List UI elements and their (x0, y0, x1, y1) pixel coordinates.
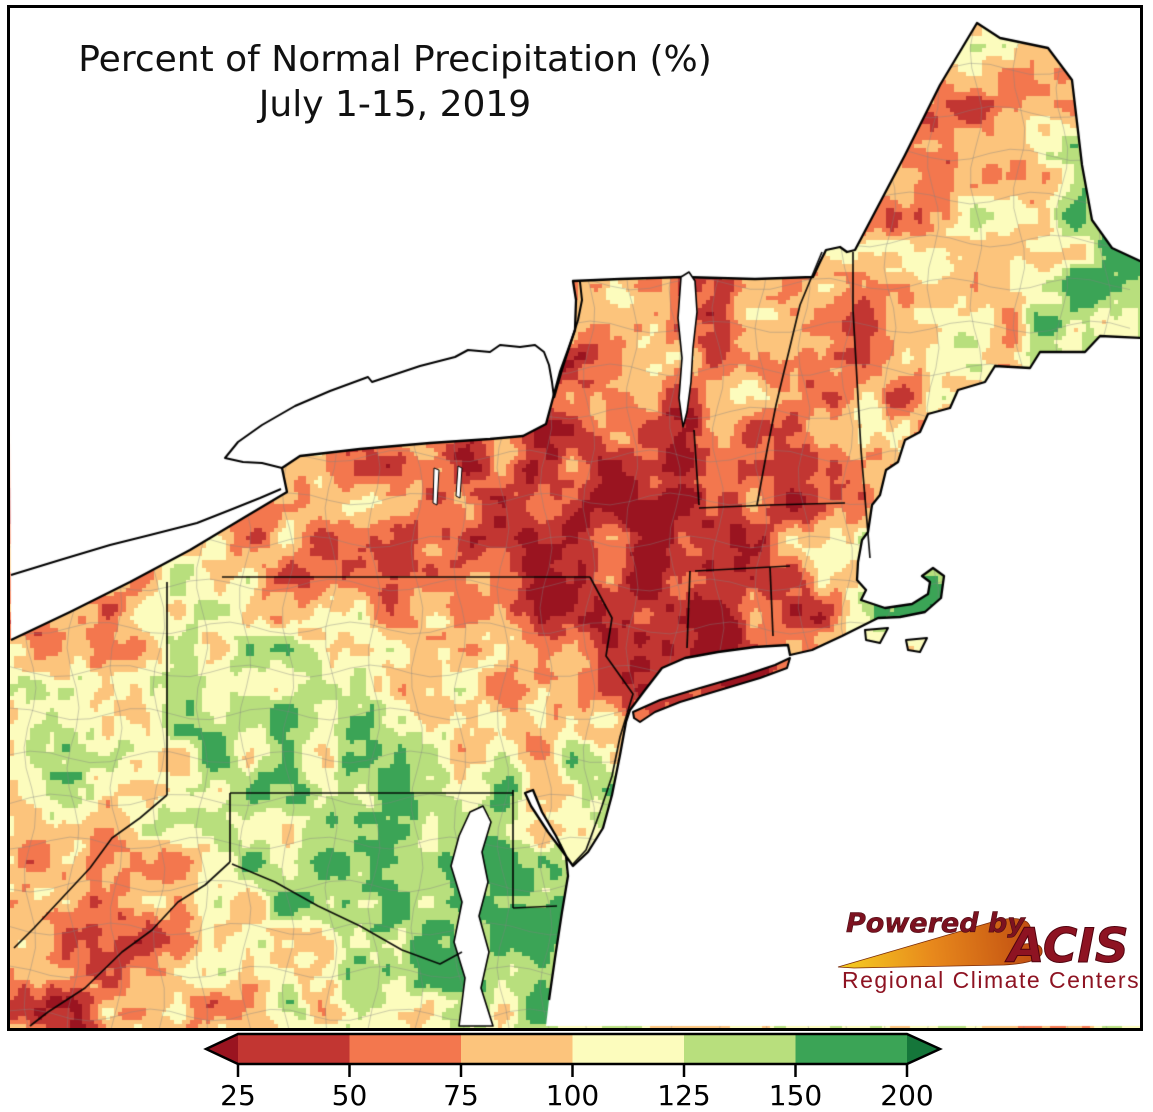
colorbar-segment (238, 1034, 350, 1064)
colorbar-segment (461, 1034, 573, 1064)
colorbar-tick-label: 200 (880, 1079, 933, 1112)
precipitation-map-canvas (10, 8, 1140, 1028)
colorbar-segment (349, 1034, 462, 1064)
colorbar-tick-label: 25 (220, 1079, 256, 1112)
colorbar-tick-label: 125 (657, 1079, 710, 1112)
logo-subtitle-text: Regional Climate Centers (842, 967, 1140, 993)
colorbar-left-arrow (206, 1034, 238, 1064)
colorbar-tick-label: 50 (332, 1079, 368, 1112)
colorbar-segment (795, 1034, 908, 1064)
colorbar-tick-label: 100 (546, 1079, 599, 1112)
colorbar-tick-label: 75 (443, 1079, 479, 1112)
colorbar-segment (572, 1034, 685, 1064)
colorbar-right-arrow (907, 1034, 940, 1064)
logo-swoosh-icon (837, 918, 1043, 969)
acis-logo: Powered by ACIS Regional Climate Centers (837, 908, 1140, 993)
map-frame: Percent of Normal Precipitation (%) July… (7, 5, 1143, 1031)
colorbar: 25 50 75 100 125 150 200 (203, 1032, 943, 1112)
powered-by-text: Powered by (846, 908, 1026, 939)
acis-text: ACIS (1004, 919, 1129, 974)
colorbar-tick-label: 150 (769, 1079, 822, 1112)
colorbar-segment (684, 1034, 796, 1064)
